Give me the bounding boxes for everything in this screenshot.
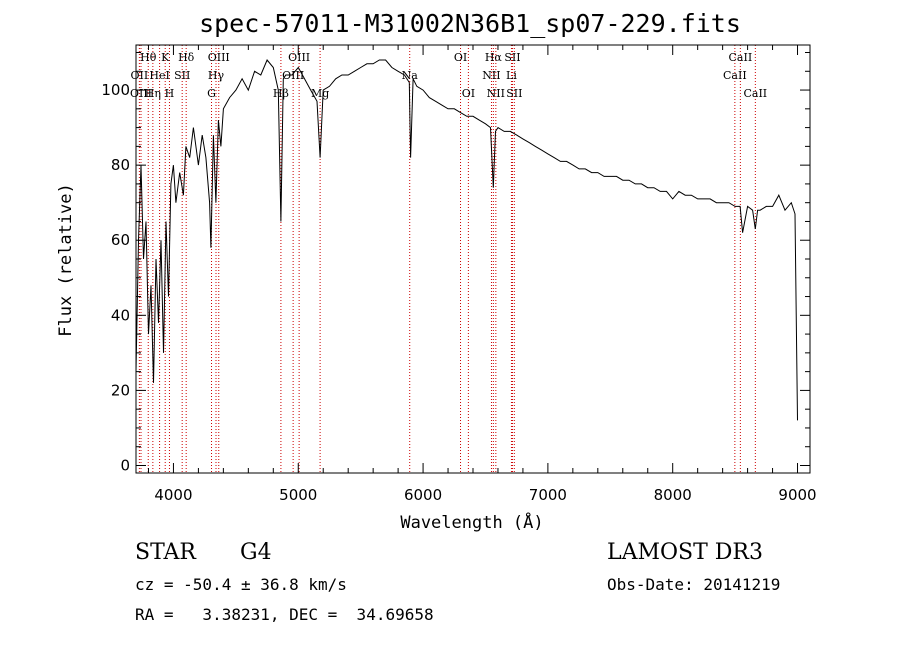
y-tick-label-3: 60: [111, 231, 130, 249]
line-label-20: NII: [482, 69, 500, 82]
line-label-15: Mg: [311, 87, 329, 100]
line-label-5: K: [161, 51, 170, 64]
y-tick-label-5: 100: [101, 81, 130, 99]
x-axis-label: Wavelength (Å): [400, 511, 543, 533]
object-class: STAR: [135, 540, 196, 565]
x-tick-label-5: 9000: [778, 486, 816, 504]
line-label-26: CaII: [723, 69, 747, 82]
y-tick-label-1: 20: [111, 381, 130, 399]
y-axis-label: Flux (relative): [56, 183, 76, 337]
chart-title: spec-57011-M31002N36B1_sp07-229.fits: [199, 9, 741, 38]
line-label-0: Hθ: [140, 51, 157, 64]
line-label-14: OIII: [282, 69, 304, 82]
y-tick-label-0: 0: [120, 456, 130, 474]
line-label-21: NII: [487, 87, 505, 100]
line-label-11: G: [207, 87, 216, 100]
line-label-18: OI: [462, 87, 475, 100]
x-tick-label-4: 8000: [654, 486, 692, 504]
line-label-13: OIII: [288, 51, 310, 64]
y-tick-label-4: 80: [111, 156, 130, 174]
line-label-16: Na: [402, 69, 419, 82]
line-label-10: Hγ: [208, 69, 225, 82]
line-label-23: SII: [506, 87, 522, 100]
axis-tick-labels: 4000 5000 6000 7000 8000 9000 0 20 40 60 80 100: [101, 81, 816, 504]
ra-dec: RA = 3.38231, DEC = 34.69658: [135, 605, 434, 624]
line-label-2: HeI: [149, 69, 169, 82]
spectrum-line: [135, 59, 798, 421]
line-label-17: OI: [454, 51, 467, 64]
line-label-22: SII: [504, 51, 520, 64]
y-tick-label-2: 40: [111, 306, 130, 324]
axis-ticks: [136, 45, 810, 473]
line-label-9: OIII: [208, 51, 230, 64]
line-label-7: SII: [174, 69, 190, 82]
spectral-line-markers: [138, 45, 756, 473]
x-tick-label-0: 4000: [154, 486, 192, 504]
line-label-12: Hβ: [273, 87, 289, 100]
line-label-27: CaII: [743, 87, 767, 100]
line-label-4: Hη: [145, 87, 161, 100]
line-label-8: Hδ: [178, 51, 195, 64]
line-label-25: CaII: [729, 51, 753, 64]
line-label-3: OIII: [130, 87, 152, 100]
x-tick-label-3: 7000: [529, 486, 567, 504]
line-label-24: Li: [506, 69, 517, 82]
line-label-6: H: [165, 87, 175, 100]
survey-name: LAMOST DR3: [607, 540, 763, 565]
line-label-19: Hα: [485, 51, 503, 64]
redshift-cz: cz = -50.4 ± 36.8 km/s: [135, 575, 347, 594]
plot-frame: [135, 44, 811, 474]
object-subclass: G4: [240, 540, 272, 565]
x-tick-label-2: 6000: [404, 486, 442, 504]
line-label-1: OII: [131, 69, 149, 82]
x-tick-label-1: 5000: [279, 486, 317, 504]
observation-date: Obs-Date: 20141219: [607, 575, 781, 594]
